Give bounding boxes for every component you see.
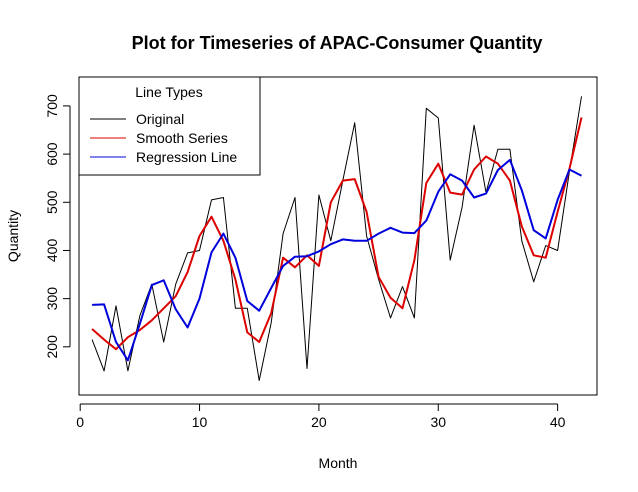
series-line-smooth-series [91,117,583,351]
x-tick-label: 10 [192,414,208,430]
x-tick-label: 20 [311,414,327,430]
y-axis-label: Quantity [5,210,21,262]
series-line-original [91,96,582,381]
y-tick-label: 200 [44,335,60,359]
series-layer [91,96,583,381]
legend: Line Types Original Smooth Series Regressi… [78,76,261,176]
x-tick-label: 30 [430,414,446,430]
legend-box [78,76,261,176]
chart-title: Plot for Timeseries of APAC-Consumer Qua… [132,33,543,53]
x-tick-label: 0 [76,414,84,430]
x-axis-label: Month [319,455,358,471]
plot-area [78,76,598,396]
x-axis: 0 10 20 30 40 [76,403,566,430]
y-axis: 200 300 400 500 600 700 [44,94,71,359]
y-tick-label: 700 [44,94,60,118]
legend-label: Original [136,111,184,127]
x-tick-label: 40 [550,414,566,430]
y-tick-label: 400 [44,239,60,263]
y-tick-label: 600 [44,142,60,166]
legend-title: Line Types [135,84,202,100]
legend-label: Regression Line [136,149,237,165]
y-tick-label: 300 [44,287,60,311]
legend-label: Smooth Series [136,130,228,146]
series-line-regression-line [92,158,582,362]
y-tick-label: 500 [44,190,60,214]
